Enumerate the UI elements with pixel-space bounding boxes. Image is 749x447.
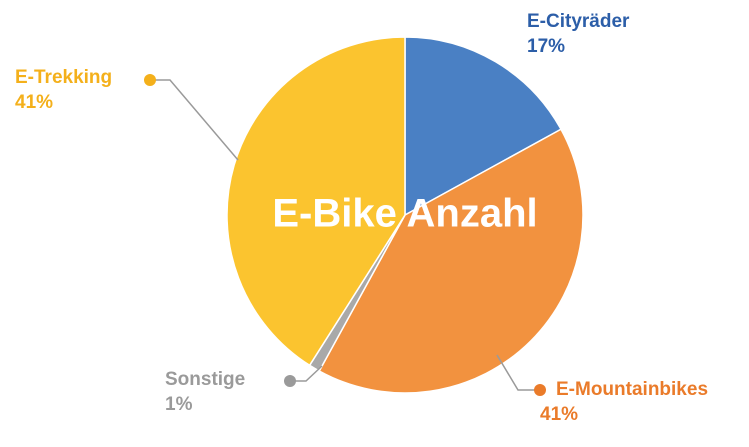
slice-value-label: 1% (165, 394, 193, 415)
slice-value-label: 17% (527, 36, 565, 57)
slice-label: E-Mountainbikes (556, 379, 708, 400)
slice-value-label: 41% (15, 92, 53, 113)
leader-dot (144, 74, 156, 86)
leader-line (496, 354, 540, 391)
leader-dot (284, 375, 296, 387)
labels: E-Cityräder 17% E-Mountainbikes 41% Sonstige… (15, 11, 708, 425)
slice-label: E-Trekking (15, 67, 112, 88)
pie-slice (226, 36, 406, 367)
leader-line (150, 79, 239, 161)
slice-label: E-Cityräder (527, 11, 630, 32)
leader-dot (534, 384, 546, 396)
pie (226, 36, 584, 394)
pie-slice (318, 128, 584, 394)
chart-title: E-Bike Anzahl (272, 192, 537, 236)
pie-slice (404, 36, 563, 217)
slice-value-label: 41% (540, 404, 578, 425)
slice-label: Sonstige (165, 369, 245, 390)
